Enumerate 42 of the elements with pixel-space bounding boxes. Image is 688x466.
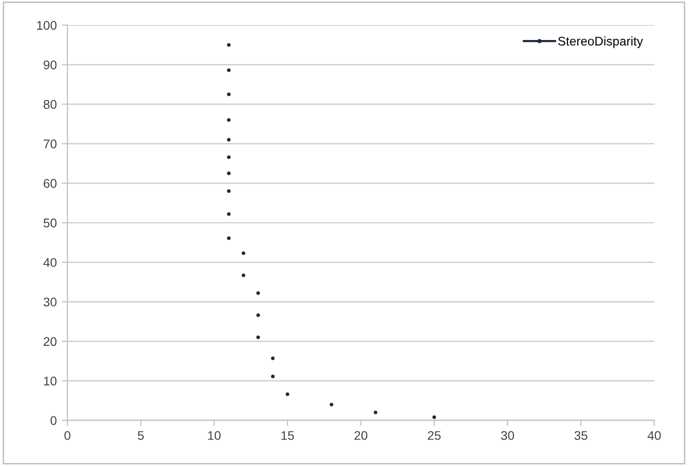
point: [226, 212, 231, 216]
x-tick-label: 25: [428, 431, 441, 440]
x-tick-label: 15: [282, 431, 294, 440]
point: [432, 415, 436, 420]
x-tick-label: 40: [648, 431, 661, 440]
x-tick-label: 30: [501, 431, 514, 440]
x-tick-label: 20: [354, 431, 368, 440]
point: [226, 155, 231, 159]
point: [270, 374, 275, 378]
y-tick-label: 10: [44, 376, 57, 386]
point: [256, 313, 260, 318]
point: [286, 392, 290, 396]
y-tick-label: 30: [44, 298, 57, 306]
y-tick-label: 100: [37, 20, 57, 30]
legend-label: StereoDisparity: [558, 36, 644, 48]
y-tick-label: 90: [44, 60, 57, 70]
point: [226, 118, 231, 122]
x-tick-label: 10: [208, 431, 221, 440]
point: [374, 410, 378, 414]
x-tick-label: 5: [138, 431, 144, 440]
y-tick-label: 60: [44, 179, 57, 188]
y-tick-label: 40: [43, 258, 57, 267]
x-tick-label: 0: [64, 431, 70, 440]
y-tick-label: 80: [44, 100, 57, 109]
point: [226, 172, 231, 176]
point: [226, 92, 231, 96]
point: [256, 291, 260, 295]
point: [330, 402, 334, 406]
point: [226, 236, 231, 240]
point: [242, 273, 246, 278]
y-tick-label: 50: [44, 218, 57, 228]
point: [226, 189, 231, 193]
y-tick-label: 20: [44, 337, 57, 346]
y-tick-label: 70: [44, 140, 57, 148]
point: [226, 43, 231, 47]
point: [226, 138, 231, 142]
y-tick-label: 0: [50, 416, 57, 425]
point: [256, 336, 260, 340]
point: [226, 68, 231, 72]
x-tick-label: 35: [574, 431, 588, 440]
point: [270, 356, 275, 360]
point: [242, 251, 246, 256]
